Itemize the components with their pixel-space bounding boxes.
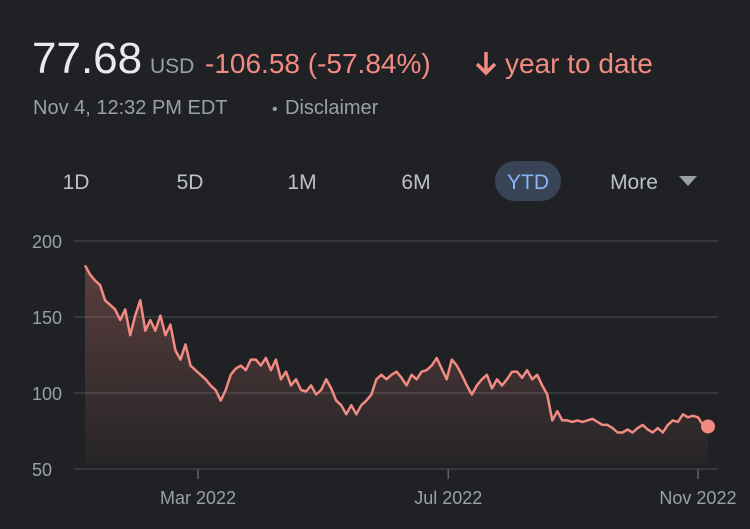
- range-button[interactable]: 5D: [177, 171, 204, 194]
- y-tick-label: 100: [32, 384, 62, 404]
- separator: •: [272, 101, 278, 118]
- area: [85, 265, 708, 465]
- y-tick-label: 50: [32, 460, 52, 480]
- range-button[interactable]: 1M: [287, 171, 316, 194]
- range-selected[interactable]: [495, 161, 561, 201]
- timestamp: Nov 4, 12:32 PM EDT: [33, 97, 228, 119]
- x-tick-label: Jul 2022: [414, 488, 482, 508]
- change: -106.58 (-57.84%): [205, 48, 431, 79]
- price-line: [83, 264, 709, 434]
- disclaimer[interactable]: Disclaimer: [285, 97, 379, 119]
- range-button[interactable]: YTD: [507, 171, 549, 194]
- more-caret[interactable]: [679, 176, 697, 186]
- y-tick-label: 150: [32, 308, 62, 328]
- last-point: [701, 419, 715, 434]
- x-tick-label: Mar 2022: [160, 488, 236, 508]
- down-arrow: [475, 52, 497, 76]
- period: year to date: [505, 48, 653, 79]
- x-tick-label: Nov 2022: [659, 488, 736, 508]
- price: 77.68: [32, 34, 142, 83]
- range-button[interactable]: 6M: [401, 171, 430, 194]
- currency: USD: [150, 55, 194, 78]
- y-tick-label: 200: [32, 232, 62, 252]
- range-button[interactable]: 1D: [63, 171, 90, 194]
- range-button[interactable]: More: [610, 171, 658, 194]
